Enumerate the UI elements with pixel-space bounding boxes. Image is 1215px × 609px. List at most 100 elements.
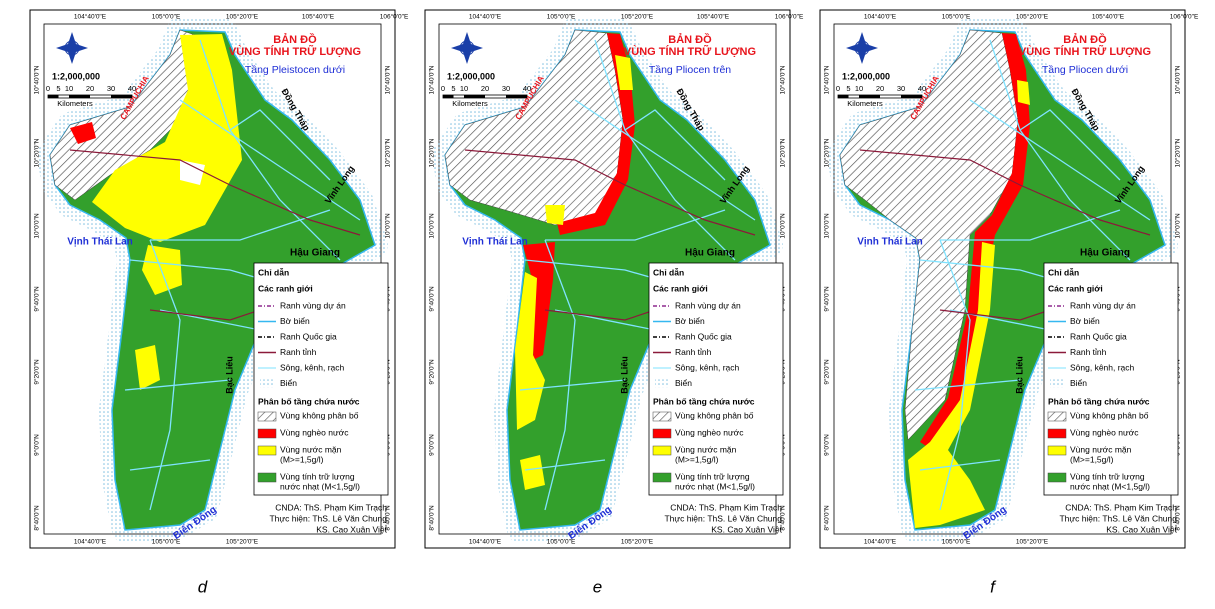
lat-label: 10°20'0"N [428,138,436,167]
river [989,39,1131,261]
scale-number: 10 [460,84,468,93]
river [149,239,181,511]
legend-swatch [652,472,672,483]
legend-label: Vùng nghèo nước [675,427,744,437]
zone [142,245,182,295]
north-arrow-ring [854,40,870,56]
river [519,379,626,391]
legend-label: Ranh Quốc gia [1070,331,1127,341]
legend-label: nước nhạt (M<1,5g/l) [675,481,755,491]
place-name: Vịnh Thái Lan [462,237,528,248]
legend-label: Vùng nước mặn [675,444,737,454]
zone [545,205,565,225]
north-arrow-ring [64,40,80,56]
lat-label: 10°0'0"N [384,213,392,239]
legend-label: (M>=1,5g/l) [1070,454,1114,464]
legend-box [1043,262,1179,496]
lat-label: 10°40'0"N [384,65,392,94]
lon-label: 105°0'0"E [152,13,181,21]
scale-unit: Kilometers [847,99,883,108]
lat-label: 8°40'0"N [384,505,392,531]
lon-label: 106°0'0"E [380,13,409,21]
legend-label: Ranh tỉnh [280,347,317,357]
legend-label: Vùng nghèo nước [280,427,349,437]
river [179,99,361,221]
river [124,379,231,391]
lon-label: 106°0'0"E [775,13,804,21]
north-arrow [56,32,88,64]
scale-number: 30 [107,84,115,93]
map-subtitle: Tầng Pleistocen dưới [245,64,345,76]
lon-label: 105°0'0"E [547,13,576,21]
scale-number: 5 [56,84,60,93]
scale-segment [69,95,90,98]
legend-label: Biển [280,378,297,388]
legend-label: Ranh vùng dự án [1070,300,1136,310]
lat-label: 10°20'0"N [33,138,41,167]
river [545,209,726,241]
legend-label: (M>=1,5g/l) [675,454,719,464]
map-subtitle: Tầng Pliocen trên [649,64,731,76]
scale-number: 0 [46,84,50,93]
lon-label: 105°20'0"E [621,538,654,546]
legend-swatch [655,379,669,388]
legend-label: Ranh vùng dự án [280,300,346,310]
legend-swatch [652,428,672,439]
scale-number: 20 [876,84,884,93]
river [129,459,211,471]
scale-ratio: 1:2,000,000 [52,71,100,81]
map-title: BẢN ĐỒ [668,33,712,46]
legend-heading: Phân bố tầng chứa nước [258,396,360,406]
province-boundary [464,149,756,236]
lat-label: 10°40'0"N [33,65,41,94]
legend-swatch [257,472,277,483]
scale-number: 5 [846,84,850,93]
place-name: Vịnh Thái Lan [67,237,133,248]
scale-number: 40 [128,84,136,93]
zone [523,242,555,360]
river [939,239,971,511]
zone [92,34,242,242]
legend-label: Ranh Quốc gia [280,331,337,341]
legend-swatch [257,428,277,439]
legend-label: Ranh Quốc gia [675,331,732,341]
legend-label: nước nhạt (M<1,5g/l) [280,481,360,491]
lat-label: 10°40'0"N [823,65,831,94]
scale-ratio: 1:2,000,000 [447,71,495,81]
legend-swatch [257,445,277,456]
legend-label: Vùng không phân bố [1070,410,1149,420]
legend-swatch [260,379,274,388]
map-title: VÙNG TÍNH TRỮ LƯỢNG [624,45,756,58]
legend-label: nước nhạt (M<1,5g/l) [1070,481,1150,491]
north-arrow [846,32,878,64]
lat-label: 10°20'0"N [823,138,831,167]
scale-number: 20 [481,84,489,93]
place-name: Hậu Giang [685,248,735,259]
province-boundary [69,149,361,236]
scale-number: 30 [897,84,905,93]
panel-caption: d [198,577,208,596]
scale-number: 0 [441,84,445,93]
river [594,39,736,261]
lat-label: 9°20'0"N [428,359,436,385]
lon-label: 105°40'0"E [302,13,335,21]
lat-label: 9°40'0"N [823,286,831,312]
scale-segment [859,95,880,98]
legend-label: Vùng nghèo nước [1070,427,1139,437]
river [969,99,1151,221]
legend-heading: Phân bố tầng chứa nước [653,396,755,406]
lat-label: 9°0'0"N [428,434,436,456]
lat-label: 9°0'0"N [823,434,831,456]
legend-swatch [1047,445,1067,456]
lon-label: 105°20'0"E [226,13,259,21]
legend-label: (M>=1,5g/l) [280,454,324,464]
scale-number: 40 [918,84,926,93]
zone [920,33,1030,450]
legend-swatch [1047,428,1067,439]
legend-swatch [1047,472,1067,483]
legend-heading: Các ranh giới [653,283,708,293]
lat-label: 9°20'0"N [823,359,831,385]
scale-segment [506,95,527,98]
map-panel: 104°40'0"E 105°0'0"E 105°20'0"E 105°40'0"E 1… [424,9,804,549]
